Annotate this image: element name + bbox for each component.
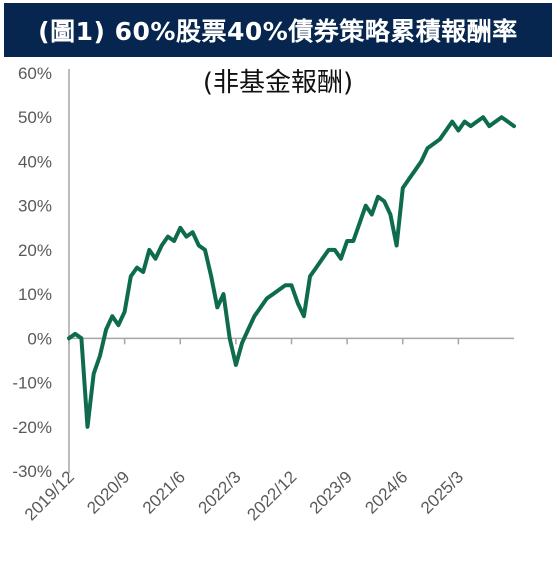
data-point (259, 305, 263, 309)
x-tick-label: 2022/3 (194, 467, 244, 517)
data-point (110, 314, 114, 318)
y-tick-label: 40% (18, 152, 52, 171)
data-point (357, 221, 362, 225)
data-point (382, 199, 386, 203)
data-point (153, 257, 158, 261)
y-tick-label: -30% (12, 462, 52, 481)
data-point (221, 292, 226, 296)
data-point (463, 120, 467, 124)
series-line (67, 115, 516, 429)
data-point (469, 124, 473, 128)
chart-subtitle: (非基金報酬) (202, 68, 354, 98)
data-point (92, 372, 96, 376)
data-point (438, 137, 442, 141)
data-point (500, 115, 504, 119)
data-point (314, 266, 318, 270)
data-point (234, 363, 238, 367)
y-tick-label: -20% (12, 418, 52, 437)
data-point (203, 248, 207, 252)
data-point (215, 305, 219, 309)
data-point (339, 257, 343, 261)
data-point (67, 336, 71, 340)
y-tick-label: 20% (18, 241, 52, 260)
data-point (395, 243, 399, 248)
data-point (327, 248, 331, 252)
data-point (178, 226, 182, 230)
data-point (320, 257, 324, 261)
data-point (487, 124, 491, 128)
data-point (506, 120, 510, 124)
data-point (160, 243, 164, 248)
data-point (444, 128, 448, 133)
data-point (73, 332, 77, 336)
data-point (456, 128, 460, 133)
x-tick-label: 2023/9 (306, 467, 356, 517)
data-point (246, 327, 250, 332)
y-tick-label: 30% (18, 197, 52, 216)
data-point (419, 159, 423, 163)
data-point (493, 120, 498, 124)
y-tick-label: 10% (18, 285, 52, 304)
data-point (141, 270, 145, 274)
data-point (407, 177, 411, 181)
data-point (191, 230, 195, 234)
data-point (302, 314, 306, 318)
data-point (432, 142, 436, 146)
data-point (147, 248, 151, 252)
data-point (370, 212, 374, 217)
data-point (364, 204, 368, 208)
data-point (413, 168, 417, 172)
data-point (166, 235, 170, 239)
data-point (79, 336, 83, 340)
data-point (116, 323, 120, 327)
data-point (271, 292, 275, 296)
data-point (85, 425, 90, 429)
data-point (308, 274, 312, 278)
data-point (184, 235, 188, 239)
data-point (481, 115, 485, 119)
x-tick-label: 2025/3 (417, 467, 467, 517)
x-tick-label: 2020/9 (83, 467, 133, 517)
data-point (209, 274, 213, 278)
data-point (376, 195, 380, 199)
data-point (265, 296, 269, 301)
data-point (135, 266, 139, 270)
data-point (425, 146, 430, 150)
data-point (351, 239, 355, 243)
y-tick-label: 60% (18, 64, 52, 83)
x-tick-label: 2022/12 (243, 467, 300, 524)
data-point (129, 274, 133, 278)
data-point (252, 314, 256, 318)
y-tick-label: -10% (12, 374, 52, 393)
data-point (296, 301, 300, 305)
y-tick-label: 50% (18, 108, 52, 127)
data-point (450, 120, 454, 124)
data-point (401, 186, 405, 190)
data-point (277, 288, 281, 292)
data-point (388, 212, 392, 217)
data-point (333, 248, 337, 252)
data-point (345, 239, 349, 243)
data-point (172, 239, 176, 243)
data-point (98, 354, 102, 358)
data-point (240, 341, 244, 345)
data-point (512, 124, 516, 128)
chart-title: (圖1) 60%股票40%債券策略累積報酬率 (38, 17, 518, 46)
data-point (283, 283, 287, 287)
data-point (475, 120, 479, 124)
data-point (289, 283, 294, 287)
data-point (123, 310, 127, 314)
data-point (104, 327, 108, 332)
x-tick-label: 2021/6 (139, 467, 189, 517)
data-point (197, 243, 201, 248)
y-tick-label: 0% (27, 329, 52, 348)
x-tick-label: 2024/6 (361, 467, 411, 517)
data-point (228, 336, 232, 340)
title-bar: (圖1) 60%股票40%債券策略累積報酬率 (4, 3, 552, 57)
